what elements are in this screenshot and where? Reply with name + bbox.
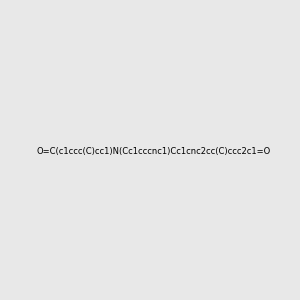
Text: O=C(c1ccc(C)cc1)N(Cc1cccnc1)Cc1cnc2cc(C)ccc2c1=O: O=C(c1ccc(C)cc1)N(Cc1cccnc1)Cc1cnc2cc(C)… xyxy=(37,147,271,156)
